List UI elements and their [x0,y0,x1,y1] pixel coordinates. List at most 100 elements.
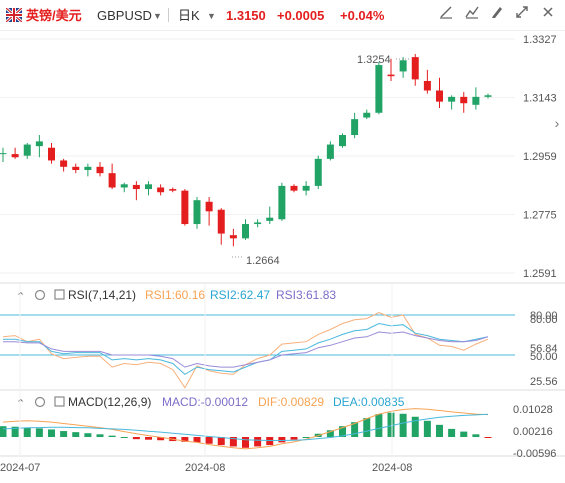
macd-label: MACD(12,26,9) [68,395,151,409]
macd-bar [84,433,92,437]
close-macd-icon[interactable] [54,396,65,407]
macd-bar [242,437,249,448]
candle-body [278,185,286,220]
macd-bar [108,435,116,437]
macd-bar [60,431,68,437]
candle-body [0,153,7,155]
dea-label: DEA:0.00835 [333,395,405,409]
macd-bar [35,428,43,437]
x-tick-label: 2024-08 [185,462,225,474]
macd-bar [23,427,31,437]
candle-body [157,187,165,193]
candle-body [120,184,128,188]
macd-bar [11,426,19,437]
candle-body [108,173,116,188]
candle-body [339,135,346,147]
dea-line [2,413,489,441]
candle-body [326,144,334,159]
rsi3-line [3,331,489,368]
candle-body [23,144,31,156]
macd-bar [229,437,237,447]
rsi1-label: RSI1:60.16 [145,288,205,302]
macd-bar [399,413,407,437]
fullscreen-icon[interactable] [512,5,532,25]
x-tick-label: 2024-07 [0,462,40,474]
macd-bar [290,437,298,440]
collapse-rsi-icon[interactable]: ⌃ [16,290,25,303]
close-icon[interactable] [538,5,558,25]
settings-icon[interactable] [34,396,46,408]
macd-bar [302,437,310,438]
rsi1-line [2,312,489,389]
price-change-pct: +0.04% [340,8,385,23]
candle-body [290,185,298,191]
candle-body [411,57,419,80]
candle-body [229,235,237,239]
candle-body [484,95,492,97]
price-tick-label: 1.2775 [523,210,557,222]
close-rsi-icon[interactable] [54,289,65,300]
collapse-macd-icon[interactable]: ⌃ [16,397,25,410]
draw-line-icon[interactable] [436,5,456,25]
rsi-tick-label: 80.00 [530,310,558,322]
candle-body [363,112,371,118]
macd-bar [72,432,80,437]
candle-body [193,200,201,225]
candle-body [302,185,310,191]
chart-type-icon[interactable] [462,5,482,25]
candle-body [472,96,480,105]
rsi-label: RSI(7,14,21) [68,288,136,302]
divider [168,8,169,22]
chevron-right-icon[interactable]: › [554,115,560,131]
macd-bar [266,437,274,446]
macd-bar [326,430,334,437]
candle-body [84,166,92,170]
candle-body [375,65,383,113]
chevron-down-icon[interactable]: ▼ [207,11,216,21]
pen-icon[interactable] [487,5,507,25]
macd-bar [363,418,371,437]
macd-bar [411,416,419,437]
macd-bar [217,437,225,446]
price-tick-label: 1.3143 [523,93,557,105]
chevron-down-icon[interactable]: ▼ [153,11,162,21]
dif-label: DIF:0.00829 [258,395,324,409]
candle-body [242,224,249,239]
macd-bar [387,412,395,437]
timeframe-select[interactable]: 日K [178,8,200,23]
candle-body [423,80,431,91]
macd-bar [193,437,201,443]
candle-body [254,222,262,225]
candle-body [96,166,104,174]
candle-body [314,158,322,186]
macd-tick-label: 0.01028 [513,404,553,416]
macd-bar [145,437,152,440]
rsi2-line [3,322,489,376]
rsi-tick-label: 25.56 [530,376,558,388]
candle-body [351,119,359,136]
symbol-code[interactable]: GBPUSD [97,8,152,23]
x-tick-label: 2024-08 [372,462,412,474]
symbol-name[interactable]: 英镑/美元 [26,8,82,23]
candle-body [448,96,456,102]
last-price: 1.3150 [226,8,266,23]
macd-bar [181,437,189,442]
settings-icon[interactable] [34,289,46,301]
rsi3-label: RSI3:61.83 [276,288,336,302]
macd-bar [448,428,456,437]
macd-bar [132,437,140,440]
candle-body [266,217,274,221]
macd-bar [96,434,104,437]
candle-body [460,96,468,104]
rsi-tick-label: 56.84 [530,343,558,355]
candle-body [72,166,80,170]
chart-header: 英镑/美元 GBPUSD ▼ 日K ▼ 1.3150 +0.0005 +0.04… [0,0,565,31]
macd-bar [351,422,359,437]
price-tick-label: 1.3327 [523,34,557,46]
macd-bar [157,437,165,441]
macd-bar [436,424,443,437]
macd-bar [339,426,346,437]
macd-bar [375,414,383,437]
macd-bar [0,426,7,437]
